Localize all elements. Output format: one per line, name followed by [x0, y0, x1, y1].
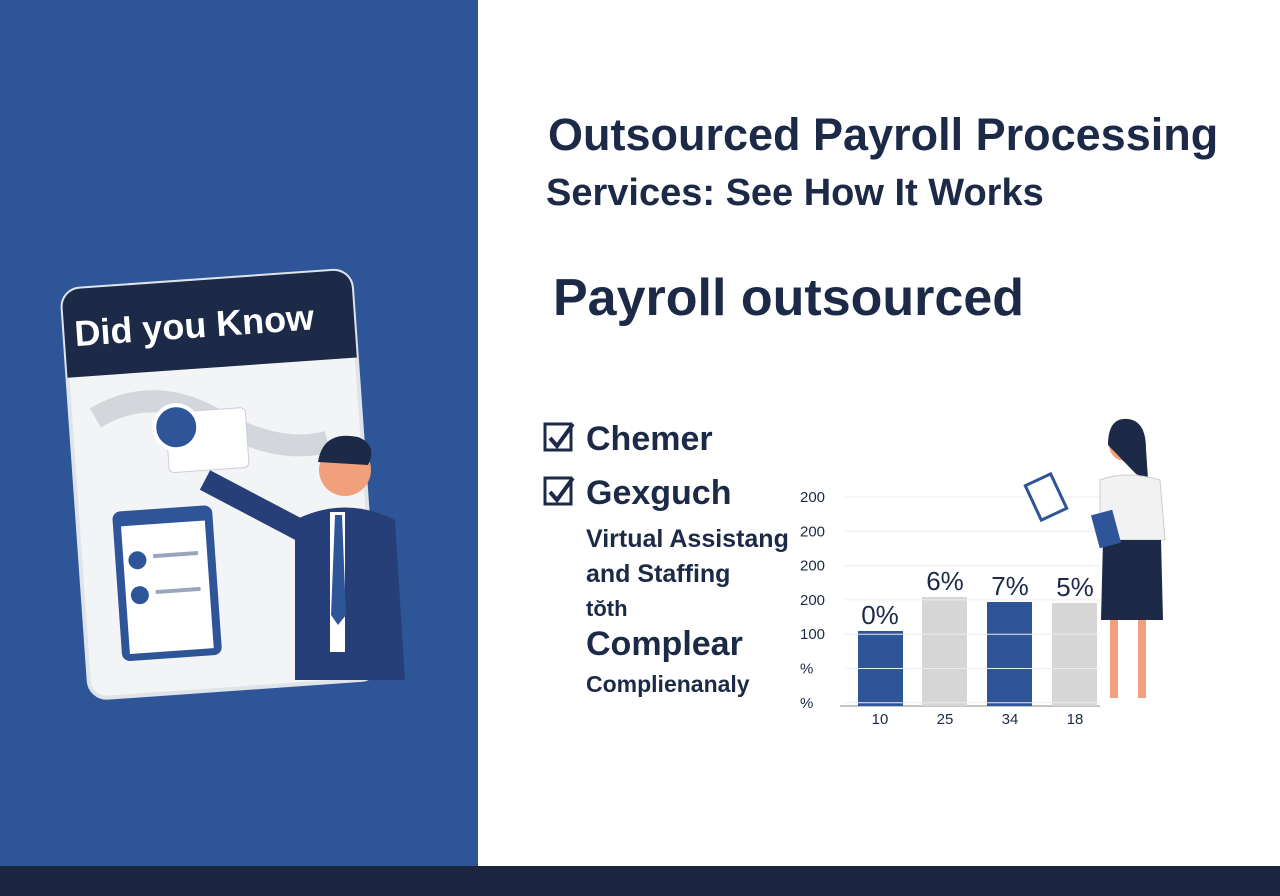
checklist-item: Chemer [586, 420, 713, 458]
leg [1138, 620, 1146, 698]
paragraph: Virtual Assistang and Staffing tŏth Complea… [586, 525, 789, 697]
x-tick-label: 10 [872, 711, 889, 728]
tie [331, 515, 346, 625]
woman-illustration [1023, 418, 1166, 698]
bar-label: 5% [1056, 572, 1094, 602]
chart: 200 200 200 200 100%% 0% 6% 7% 5% 10 25 34 18 [800, 489, 1100, 728]
bar [987, 602, 1032, 706]
checklist-item: Gexguch [586, 474, 731, 512]
check-icon [130, 586, 149, 605]
y-tick-label: 200 [800, 558, 825, 575]
line [153, 551, 199, 559]
y-tick-label: % [800, 661, 813, 678]
suit [295, 507, 405, 680]
hair [318, 435, 372, 465]
x-tick-label: 34 [1002, 711, 1019, 728]
title-line2: Services: See How It Works [546, 172, 1044, 214]
key-icon [152, 403, 201, 452]
y-tick-label: 100 [800, 626, 825, 643]
bar [922, 597, 967, 706]
man-illustration [199, 435, 405, 680]
y-tick-label: % [800, 695, 813, 712]
bar-label: 0% [861, 600, 899, 630]
card-header [62, 270, 357, 378]
bar-label: 7% [991, 571, 1029, 601]
paragraph-line: Virtual Assistang [586, 525, 789, 553]
paragraph-line: tŏth [586, 596, 628, 621]
checkmark [548, 476, 575, 504]
line [155, 586, 201, 595]
blouse [1099, 474, 1166, 541]
tablet [1090, 509, 1122, 549]
paragraph-line: and Staffing [586, 560, 730, 588]
y-tick-label: 200 [800, 489, 825, 506]
y-tick-label: 200 [800, 523, 825, 540]
hair [1108, 418, 1148, 479]
skirt [1101, 540, 1163, 620]
x-tick-label: 18 [1067, 711, 1084, 728]
paragraph-line: Complear [586, 625, 743, 663]
check-icon [128, 551, 147, 570]
arm [199, 470, 306, 540]
bar-label: 6% [926, 566, 964, 596]
title-line1: Outsourced Payroll Processing [548, 109, 1218, 160]
paper [1023, 471, 1069, 523]
checklist: Chemer Gexguch [543, 420, 731, 512]
x-tick-label: 25 [937, 711, 954, 728]
bar [1052, 603, 1097, 706]
leg [1110, 620, 1118, 698]
checkmark [548, 422, 575, 450]
y-tick-label: 200 [800, 592, 825, 609]
checkbox [543, 422, 573, 452]
subtitle: Payroll outsourced [553, 269, 1024, 327]
paragraph-line: Complienanaly [586, 671, 750, 697]
footer-bar [0, 866, 1280, 896]
checkbox [543, 476, 573, 506]
